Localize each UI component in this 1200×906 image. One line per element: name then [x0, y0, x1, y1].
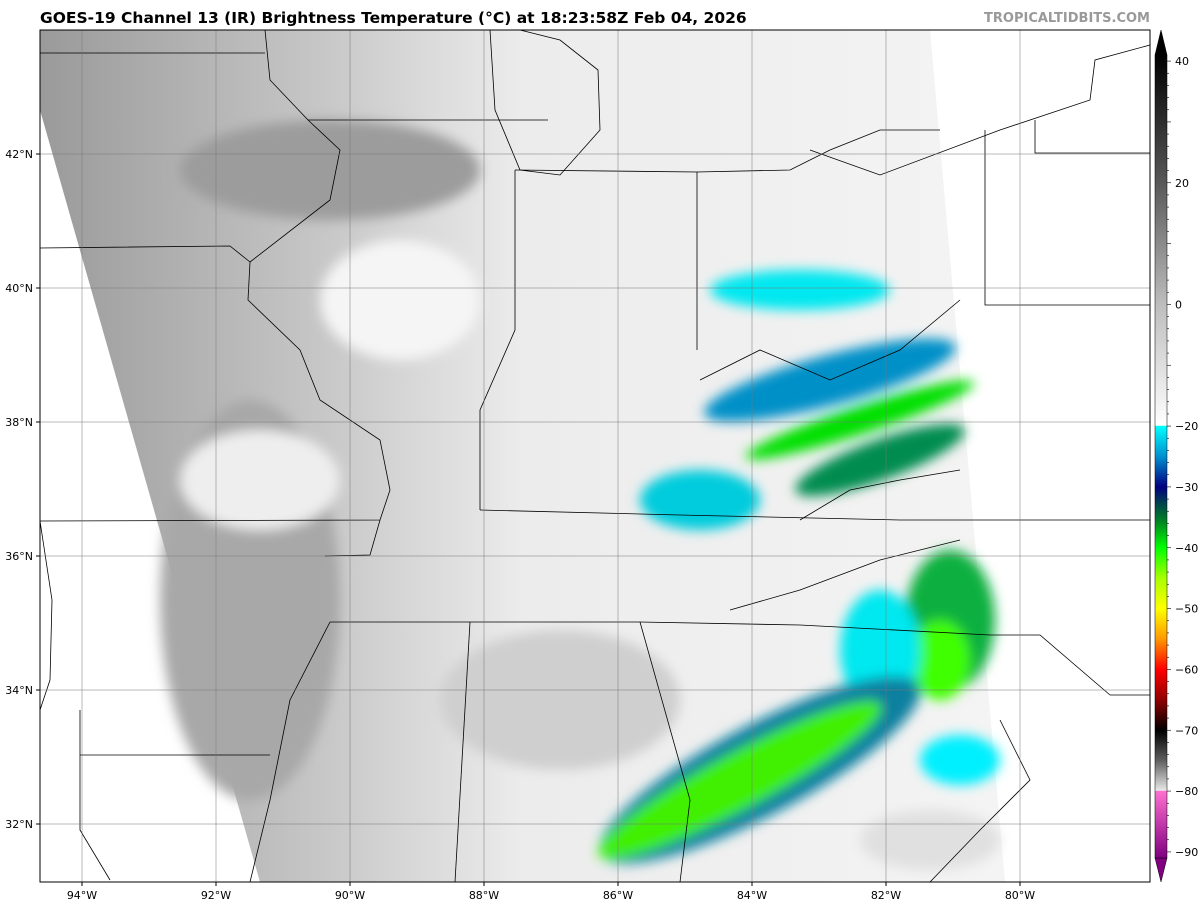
- cloud-features: [160, 120, 1000, 870]
- lat-tick-label: 36°N: [5, 550, 33, 563]
- lat-tick-label: 42°N: [5, 148, 33, 161]
- colorbar-tick-label: 0: [1175, 298, 1182, 311]
- colorbar-tick-label: −90: [1175, 846, 1198, 859]
- colorbar-scale: [1154, 54, 1168, 859]
- colorbar-tick-label: −80: [1175, 785, 1198, 798]
- map-title: GOES-19 Channel 13 (IR) Brightness Tempe…: [40, 9, 747, 27]
- lat-tick-label: 34°N: [5, 684, 33, 697]
- lon-tick-label: 86°W: [603, 889, 633, 902]
- brand-watermark: TROPICALTIDBITS.COM: [984, 11, 1150, 26]
- colorbar-tick-label: 20: [1175, 177, 1189, 190]
- lon-tick-label: 84°W: [737, 889, 767, 902]
- colorbar-max-arrow: [1154, 29, 1168, 56]
- lat-tick-label: 40°N: [5, 282, 33, 295]
- boundaries: [40, 30, 1150, 882]
- colorbar-tick-label: −40: [1175, 542, 1198, 555]
- colorbar-tick-label: −60: [1175, 663, 1198, 676]
- graticule: [40, 30, 1150, 882]
- colorbar-min-arrow: [1154, 857, 1168, 883]
- lat-tick-label: 32°N: [5, 818, 33, 831]
- colorbar-tick-label: −30: [1175, 481, 1198, 494]
- colorbar-tick-label: 40: [1175, 55, 1189, 68]
- axis-labels: 94°W 92°W 90°W 88°W 86°W 84°W 82°W 80°W 42°N 40°N…: [5, 148, 1035, 902]
- lon-tick-label: 92°W: [201, 889, 231, 902]
- lat-tick-label: 38°N: [5, 416, 33, 429]
- lon-tick-label: 88°W: [469, 889, 499, 902]
- imagery: [40, 30, 1150, 882]
- colorbar-tick-label: −20: [1175, 420, 1198, 433]
- lon-tick-label: 82°W: [871, 889, 901, 902]
- map-frame: [39, 29, 1151, 883]
- colorbar: 40 20 0 −20 −30 −40 −50 −60 −70 −80 −90: [1154, 29, 1198, 883]
- lon-tick-label: 94°W: [67, 889, 97, 902]
- colorbar-tick-label: −70: [1175, 724, 1198, 737]
- colorbar-tick-label: −50: [1175, 603, 1198, 616]
- lon-tick-label: 90°W: [335, 889, 365, 902]
- lon-tick-label: 80°W: [1005, 889, 1035, 902]
